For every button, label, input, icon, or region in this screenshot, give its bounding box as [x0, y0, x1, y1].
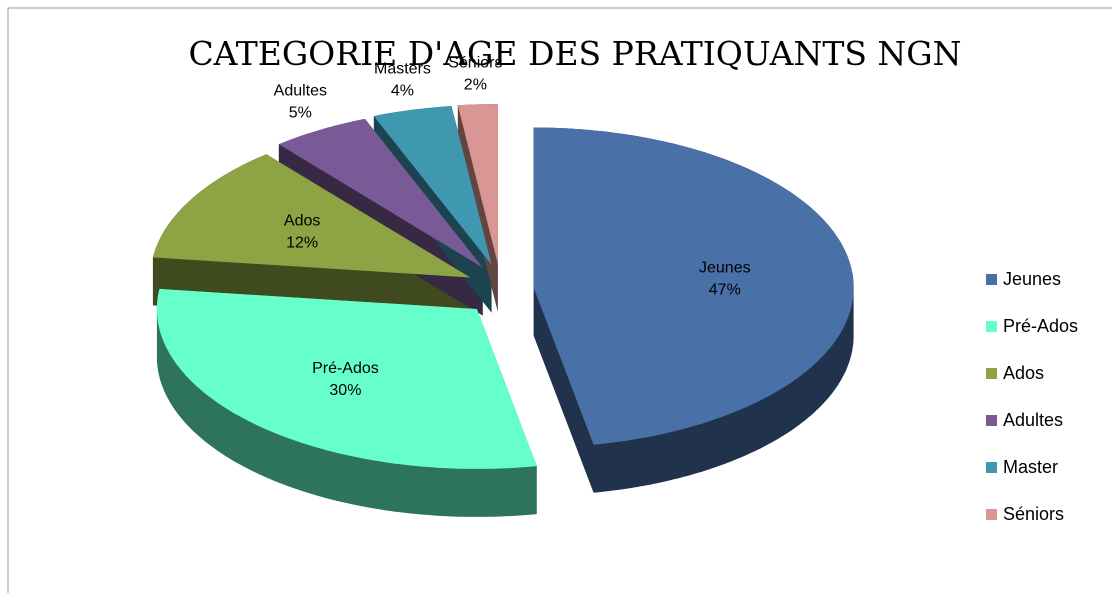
- data-label-value: 2%: [464, 76, 487, 93]
- slice: [533, 127, 854, 445]
- legend-label: Séniors: [1003, 504, 1064, 524]
- chart-border: [7, 7, 1112, 593]
- data-label-name: Jeunes: [699, 260, 751, 277]
- chart-title: CATEGORIE D'AGE DES PRATIQUANTS NGN: [188, 34, 961, 73]
- legend-swatch: [986, 415, 997, 426]
- slice: [152, 154, 471, 278]
- legend-swatch: [986, 462, 997, 473]
- slice: [278, 118, 483, 268]
- legend-swatch: [986, 274, 997, 285]
- slice: [457, 104, 498, 265]
- data-label-value: 47%: [709, 282, 741, 299]
- data-label-name: Ados: [284, 212, 320, 229]
- legend-label: Ados: [1003, 363, 1044, 383]
- legend-label: Jeunes: [1003, 269, 1061, 289]
- legend-swatch: [986, 321, 997, 332]
- legend-label: Master: [1003, 457, 1058, 477]
- legend-label: Adultes: [1003, 410, 1063, 430]
- slice: [156, 288, 537, 469]
- data-label-name: Séniors: [448, 54, 502, 71]
- data-label-value: 12%: [286, 234, 318, 251]
- data-label-value: 5%: [289, 105, 312, 122]
- data-label-value: 30%: [329, 382, 361, 399]
- data-label-value: 4%: [391, 82, 414, 99]
- legend-label: Pré-Ados: [1003, 316, 1078, 336]
- legend-swatch: [986, 368, 997, 379]
- data-label-name: Masters: [374, 60, 431, 77]
- data-label-name: Adultes: [274, 83, 327, 100]
- slice: [373, 106, 492, 265]
- data-label-name: Pré-Ados: [312, 360, 379, 377]
- legend-swatch: [986, 509, 997, 520]
